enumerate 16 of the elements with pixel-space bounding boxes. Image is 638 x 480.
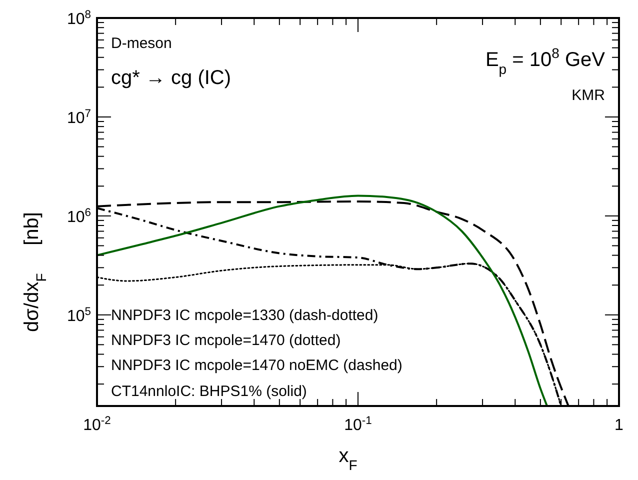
annotation: D-meson [111,35,172,52]
annotation: NNPDF3 IC mcpole=1470 (dotted) [111,332,341,349]
x-tick-label: 10$^{-1}$ [344,415,372,434]
annotation: cg* → cg (IC) [111,67,232,89]
x-axis-title: x$_{F}$ [338,445,358,473]
annotation: E$_{p}$ = 10$^{8}$ GeV [485,45,606,77]
y-tick-label: 10$^{5}$ [66,306,91,325]
x-tick-label: 10$^{-2}$ [83,415,111,434]
y-tick-label: 10$^{7}$ [66,108,91,127]
y-tick-label: 10$^{6}$ [66,206,91,226]
annotation: CT14nnloIC: BHPS1% (solid) [111,383,307,400]
y-tick-label: 10$^{8}$ [66,9,91,28]
annotation: KMR [572,87,606,104]
annotation: NNPDF3 IC mcpole=1470 noEMC (dashed) [111,357,402,374]
annotation: NNPDF3 IC mcpole=1330 (dash-dotted) [111,307,378,324]
x-tick-label: 1 [614,417,624,434]
